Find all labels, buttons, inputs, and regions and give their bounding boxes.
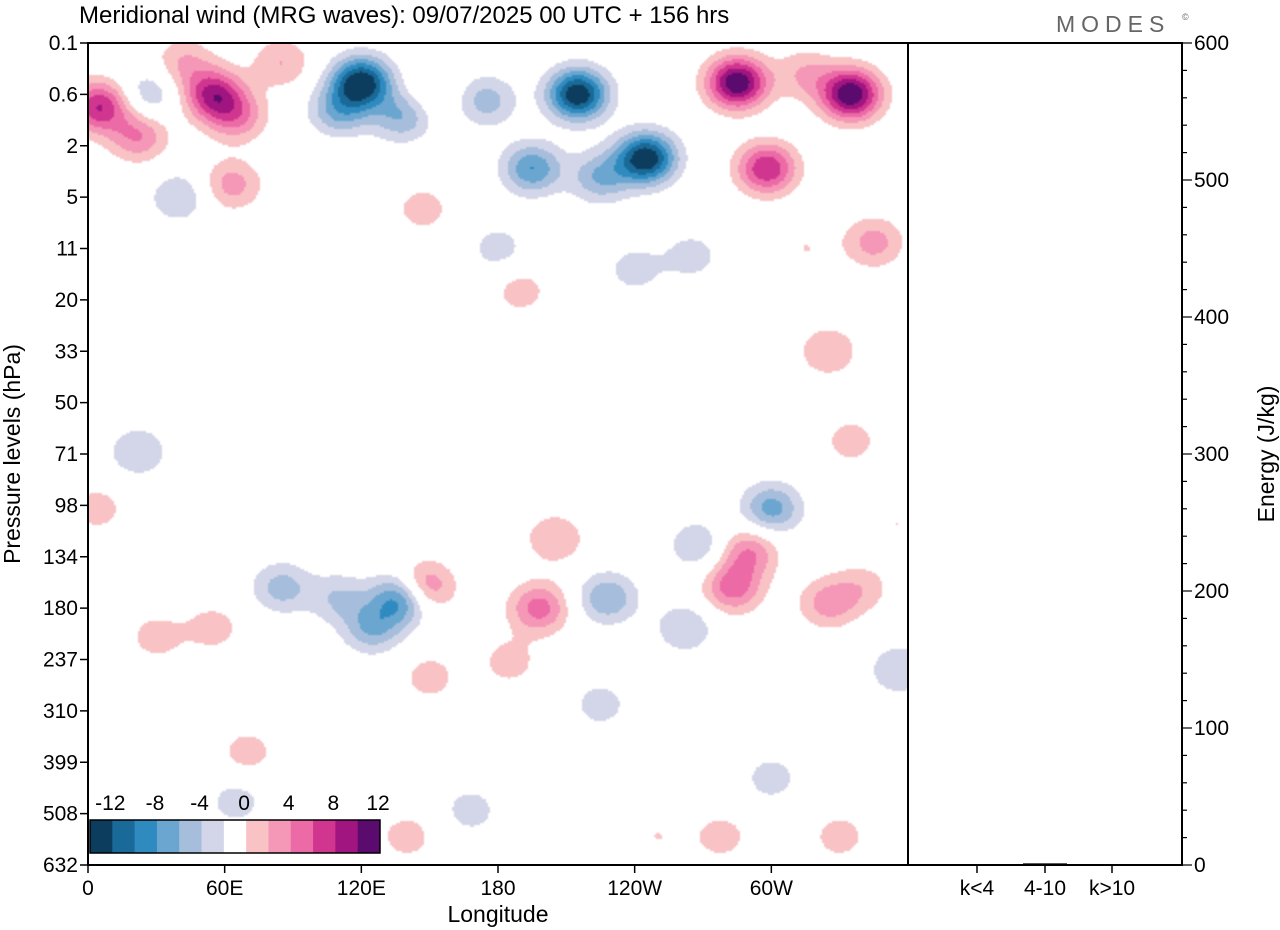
y-tick-label: 632 [43, 854, 78, 877]
y-tick-label: 310 [43, 700, 78, 723]
colorbar-cell [201, 820, 225, 853]
colorbar-cell [357, 820, 381, 853]
energy-tick-label: 0 [1194, 854, 1206, 877]
energy-tick-label: 600 [1194, 32, 1229, 55]
colorbar-cells [90, 820, 381, 853]
colorbar-cell [246, 820, 269, 853]
energy-category-label: k<4 [960, 877, 995, 900]
y-tick-label: 71 [55, 443, 78, 466]
brand-logo: MODES [1056, 11, 1170, 37]
colorbar-label: 0 [238, 792, 250, 815]
x-tick-label: 60E [206, 877, 243, 900]
colorbar-cell [156, 820, 180, 853]
colorbar-cell [134, 820, 158, 853]
energy-tick-label: 500 [1194, 169, 1229, 192]
energy-tick-label: 100 [1194, 717, 1229, 740]
x-tick-label: 0 [82, 877, 94, 900]
x-tick-label: 60W [750, 877, 793, 900]
y-tick-label: 0.1 [49, 32, 78, 55]
contour-plot: 0.1 0.6 2 5 11 20 33 50 71 98 134 180 237 310 399 508 63… [0, 32, 909, 927]
y-tick-label: 11 [56, 238, 78, 261]
brand-logo-mark: © [1182, 12, 1189, 22]
energy-tick-label: 400 [1194, 306, 1229, 329]
y-tick-label: 33 [55, 340, 78, 363]
x-axis-ticks: 0 60E 120E 180 120W 60W [82, 865, 793, 900]
y-tick-label: 98 [55, 494, 78, 517]
energy-bar-chart: 0 100 200 300 400 500 600 k<4 4-10 k>10 Energy (… [907, 32, 1279, 900]
colorbar-cell [179, 820, 203, 853]
colorbar-cell [112, 820, 136, 853]
energy-plot-frame [907, 42, 1183, 866]
energy-bar [955, 864, 999, 865]
colorbar-label: -4 [190, 792, 209, 815]
x-tick-label: 120W [607, 877, 662, 900]
energy-bars [955, 863, 1134, 866]
y-tick-label: 0.6 [49, 83, 78, 106]
y-axis-ticks: 0.1 0.6 2 5 11 20 33 50 71 98 134 180 237 310 399 508 63… [43, 32, 88, 877]
y-tick-label: 134 [43, 546, 78, 569]
y-tick-label: 237 [43, 649, 78, 672]
colorbar-cell [335, 820, 359, 853]
colorbar-label: 4 [283, 792, 295, 815]
energy-tick-label: 200 [1194, 580, 1229, 603]
energy-bar [1090, 864, 1134, 866]
chart-title: Meridional wind (MRG waves): 09/07/2025 … [79, 2, 729, 29]
colorbar-cell [223, 820, 247, 853]
colorbar: -12 -8 -4 0 4 8 12 [89, 792, 390, 854]
energy-tick-label: 300 [1194, 443, 1229, 466]
energy-axis-ticks: 0 100 200 300 400 500 600 [1182, 32, 1229, 877]
energy-axis-label: Energy (J/kg) [1253, 386, 1279, 523]
energy-category-label: k>10 [1089, 877, 1135, 900]
colorbar-labels: -12 -8 -4 0 4 8 12 [95, 792, 390, 815]
colorbar-label: 12 [366, 792, 389, 815]
energy-category-label: 4-10 [1024, 877, 1066, 900]
colorbar-label: -8 [146, 792, 165, 815]
colorbar-cell [268, 820, 292, 853]
y-tick-label: 399 [43, 751, 78, 774]
y-axis-label: Pressure levels (hPa) [0, 344, 25, 564]
colorbar-frame [89, 819, 381, 854]
y-tick-label: 180 [43, 597, 78, 620]
colorbar-label: 8 [328, 792, 340, 815]
y-tick-label: 2 [66, 135, 78, 158]
colorbar-cell [290, 820, 314, 853]
x-tick-label: 120E [337, 877, 386, 900]
x-axis-label: Longitude [447, 901, 548, 927]
y-tick-label: 20 [55, 289, 78, 312]
colorbar-cell [90, 820, 113, 853]
y-tick-label: 5 [66, 186, 78, 209]
y-tick-label: 508 [43, 803, 78, 826]
y-tick-label: 50 [55, 392, 78, 415]
energy-categories: k<4 4-10 k>10 [960, 865, 1135, 900]
energy-bar [1023, 863, 1067, 865]
contour-field [88, 43, 908, 865]
colorbar-label: -12 [95, 792, 125, 815]
x-tick-label: 180 [480, 877, 515, 900]
colorbar-cell [313, 820, 336, 853]
